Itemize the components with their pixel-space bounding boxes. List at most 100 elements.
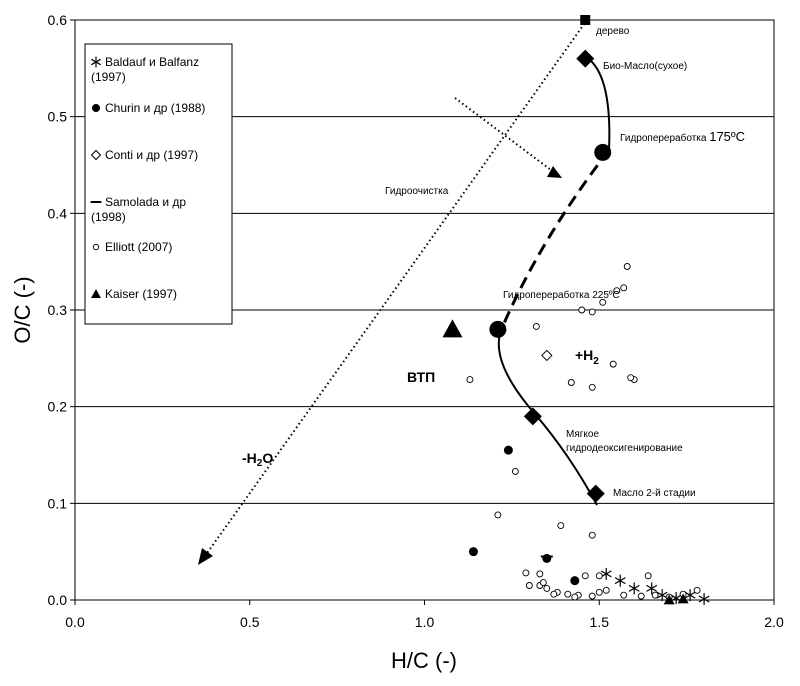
data-point	[595, 572, 603, 580]
data-point	[651, 591, 659, 599]
data-point	[600, 567, 612, 580]
data-point	[693, 586, 701, 594]
data-point	[623, 263, 631, 270]
data-point	[628, 582, 640, 595]
h2-label: +H2	[575, 347, 599, 367]
data-point	[646, 582, 658, 595]
data-point	[620, 284, 628, 292]
data-point	[541, 349, 553, 362]
data-point	[557, 522, 565, 530]
y-tick-label: 0.1	[48, 495, 68, 511]
data-point	[494, 511, 502, 519]
y-tick-label: 0.3	[48, 302, 68, 318]
data-point	[550, 590, 558, 598]
data-point	[677, 593, 689, 604]
x-tick-label: 1.0	[415, 614, 435, 630]
hydroprocessing-dashed-curve	[500, 149, 611, 329]
y-axis-title: O/C (-)	[10, 276, 35, 343]
data-point	[588, 383, 596, 391]
legend-label-cont: (1997)	[91, 70, 126, 84]
legend-label: Elliott (2007)	[105, 240, 172, 254]
dehydration-arrowhead	[198, 548, 213, 565]
legend: Baldauf и Balfanz(1997) Churin и др (1988…	[84, 43, 233, 325]
y-tick-label: 0.2	[48, 399, 68, 415]
bio-oil-label: Био-Масло(сухое)	[603, 61, 687, 72]
y-tick-label: 0.0	[48, 592, 68, 608]
data-point	[511, 467, 519, 475]
legend-marker	[92, 243, 100, 251]
legend-box	[84, 43, 233, 325]
data-point	[644, 572, 652, 580]
x-tick-label: 2.0	[764, 614, 784, 630]
mild-hdo-label-2: гидродеоксигенирование	[566, 443, 683, 454]
process-point	[576, 49, 595, 68]
data-point	[620, 591, 628, 599]
data-point	[539, 579, 547, 587]
legend-label: Baldauf и Balfanz	[105, 55, 199, 69]
data-point	[609, 360, 617, 368]
h2-plus: +H	[575, 347, 593, 363]
data-point	[588, 308, 596, 316]
data-point	[567, 379, 575, 386]
legend-label: Kaiser (1997)	[105, 287, 177, 301]
data-point	[532, 322, 540, 330]
data-point	[663, 594, 675, 605]
data-point	[525, 582, 533, 589]
h2-subscript: 2	[593, 356, 599, 367]
data-point	[468, 547, 478, 557]
legend-marker	[91, 56, 101, 68]
hydro225-label: Гидропереработка 225ºC	[503, 289, 620, 301]
data-point	[599, 298, 607, 306]
stage2-label: Масло 2-й стадии	[613, 488, 696, 499]
data-point	[588, 592, 596, 600]
data-point	[536, 570, 544, 578]
wood-label: дерево	[596, 26, 630, 37]
hydro175-label: Гидропереработка 175ºC	[620, 129, 745, 144]
y-tick-label: 0.4	[48, 205, 68, 221]
legend-marker	[91, 289, 101, 298]
data-point	[602, 586, 610, 594]
y-tick-label: 0.5	[48, 109, 68, 125]
data-point	[543, 584, 551, 592]
process-point	[594, 143, 612, 161]
legend-marker	[91, 103, 101, 113]
data-point	[522, 569, 530, 577]
minus-h2o-post: O	[262, 450, 273, 466]
data-point	[570, 576, 580, 586]
data-point	[581, 572, 589, 580]
hydro175-text: Гидропереработка	[620, 132, 707, 144]
legend-label: Churin и др (1988)	[105, 101, 205, 115]
bio-oil-to-175-curve	[589, 59, 611, 151]
legend-marker	[90, 149, 102, 161]
legend-label: Samolada и др	[105, 195, 186, 209]
annotations: дерево Био-Масло(сухое) Гидропереработка…	[242, 26, 745, 499]
process-point	[489, 320, 507, 338]
data-point	[614, 574, 626, 587]
minus-h2o-pre: -H	[242, 450, 257, 466]
process-points	[442, 15, 612, 503]
minus-h2o-label: -H2O	[242, 450, 273, 469]
data-point	[637, 592, 645, 600]
axis-ticks: 0.0 0.1 0.2 0.3 0.4 0.5 0.6 0.0 0.5 1.0 1.5 2.0	[48, 12, 784, 630]
data-point	[627, 374, 635, 382]
data-point	[578, 306, 586, 314]
hydrotreating-path	[454, 97, 552, 171]
legend-label-cont: (1998)	[91, 210, 126, 224]
vtp-label: ВТП	[407, 369, 435, 385]
data-point	[595, 588, 603, 596]
x-axis-title: H/C (-)	[391, 648, 457, 673]
hydro175-temp: 175ºC	[709, 129, 745, 144]
data-point	[588, 531, 596, 539]
process-point	[580, 15, 591, 25]
data-point	[684, 589, 696, 602]
data-point	[613, 287, 621, 295]
dehydration-path	[204, 19, 588, 557]
data-point	[503, 445, 513, 455]
data-point	[542, 553, 552, 563]
data-point	[564, 590, 572, 598]
legend-label: Conti и др (1997)	[105, 148, 198, 162]
hydrotreat-label: Гидроочистка	[385, 186, 449, 197]
minus-h2o-sub: 2	[257, 458, 263, 469]
process-point	[442, 319, 463, 338]
